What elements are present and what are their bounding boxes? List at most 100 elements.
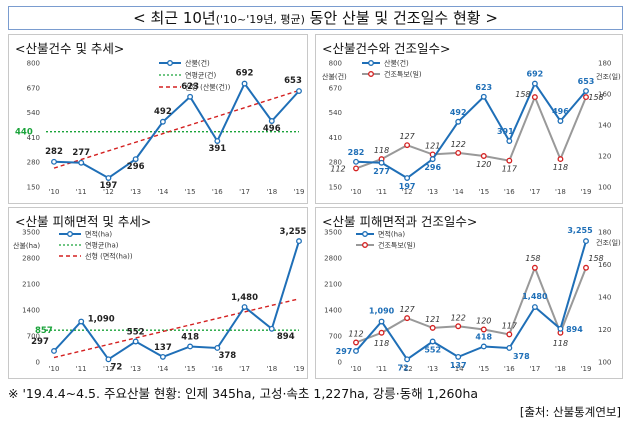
legend-label-fires: 산불(건) — [384, 59, 409, 68]
x-tick-label: '15 — [185, 365, 196, 373]
data-label: 1,480 — [231, 293, 258, 303]
data-point-dry-days — [480, 326, 487, 333]
legend-label-trend: 선형 (산불(건)) — [185, 83, 231, 92]
data-label: 418 — [181, 332, 199, 342]
y2-tick-label: 100 — [598, 184, 611, 192]
y-tick-label: 700 — [27, 333, 40, 341]
x-tick-label: '11 — [376, 365, 387, 373]
y-tick-label: 410 — [27, 134, 40, 142]
data-label-dry-days: 158 — [588, 93, 603, 102]
data-point-dry-days — [455, 323, 462, 330]
data-label-dry-days: 121 — [425, 315, 440, 324]
data-label-dry-days: 122 — [451, 313, 466, 322]
data-point-area — [268, 325, 275, 332]
x-tick-label: '10 — [351, 188, 362, 196]
data-point-fires — [531, 80, 538, 87]
y-tick-label: 800 — [27, 60, 40, 68]
x-tick-label: '14 — [453, 188, 464, 196]
trend-line — [53, 298, 300, 359]
data-label: 623 — [181, 82, 199, 92]
y-tick-label: 280 — [27, 159, 40, 167]
data-label: 72 — [111, 362, 123, 372]
data-label: 692 — [236, 69, 254, 79]
y-tick-label: 2800 — [22, 255, 40, 263]
y-tick-label: 150 — [27, 184, 40, 192]
y-tick-label: 1400 — [324, 307, 342, 315]
data-point-area — [404, 356, 411, 363]
y-tick-label: 0 — [36, 359, 40, 367]
x-tick-label: '17 — [239, 365, 250, 373]
x-tick-label: '10 — [49, 365, 60, 373]
data-label-fires: 623 — [475, 83, 492, 92]
data-label-fires: 277 — [373, 167, 390, 176]
y-tick-label: 2800 — [324, 255, 342, 263]
data-point-fires — [187, 93, 194, 100]
data-label-dry-days: 158 — [515, 90, 530, 99]
data-label: 391 — [208, 144, 226, 154]
data-label: 3,255 — [280, 227, 307, 237]
x-tick-label: '13 — [130, 188, 141, 196]
data-label-fires: 692 — [527, 70, 544, 79]
panel-area-dry-days: <산불 피해면적과 건조일수> '10 '11 '12 '13 '14 '15 '16 '17… — [315, 207, 623, 379]
data-label-dry-days: 158 — [525, 254, 540, 263]
series-line-fires — [355, 81, 587, 180]
x-tick-label: '12 — [103, 365, 114, 373]
data-point-dry-days — [583, 264, 589, 271]
y-tick-label: 2100 — [22, 281, 40, 289]
x-tick-label: '11 — [376, 188, 387, 196]
y-tick-label: 800 — [329, 60, 342, 68]
legend-label-area: 면적(ha) — [378, 230, 405, 239]
y-tick-label: 1400 — [22, 307, 40, 315]
x-tick-label: '14 — [157, 188, 168, 196]
data-label-area: 1,090 — [369, 307, 395, 316]
data-label-area: 297 — [336, 347, 353, 356]
data-label-fires: 492 — [450, 108, 467, 117]
data-point-fires — [268, 118, 275, 124]
x-tick-label: '16 — [212, 365, 223, 373]
data-point-area — [480, 343, 487, 350]
x-tick-label: '17 — [239, 188, 250, 196]
data-label: 496 — [263, 124, 281, 134]
x-tick-label: '16 — [504, 188, 515, 196]
series-line-dry-days — [355, 265, 587, 344]
data-point-area — [531, 304, 538, 310]
y2-tick-label: 140 — [598, 294, 611, 302]
x-tick-label: '12 — [402, 188, 413, 196]
legend-label-dry-days: 건조특보(일) — [384, 70, 422, 79]
x-tick-label: '13 — [427, 188, 438, 196]
panel-title: <산불 피해면적과 건조일수> — [322, 214, 478, 229]
data-label-dry-days: 117 — [502, 321, 518, 330]
title-sub: ('10~'19년, 평균) — [215, 13, 305, 26]
data-point-area — [506, 345, 513, 351]
x-tick-label: '15 — [478, 188, 489, 196]
y-tick-label: 700 — [329, 333, 342, 341]
x-tick-label: '10 — [351, 365, 362, 373]
data-point-fires — [353, 158, 359, 165]
y-axis-unit-left: 산불(건) — [322, 72, 347, 81]
y2-tick-label: 180 — [598, 229, 611, 237]
data-point-fires — [480, 93, 487, 100]
data-point-dry-days — [557, 156, 564, 163]
data-point-area — [378, 318, 385, 325]
x-tick-label: '15 — [185, 188, 196, 196]
trend-line — [53, 89, 300, 169]
x-tick-label: '18 — [266, 188, 277, 196]
data-label-fires: 653 — [578, 77, 595, 86]
data-label: 296 — [127, 162, 145, 172]
x-tick-label: '19 — [581, 365, 592, 373]
data-point-area — [583, 238, 589, 245]
panel-fire-count-trend: <산불건수 및 추세> '10'11'12'13'14'15'16'17'18 '… — [8, 34, 308, 204]
x-tick-label: '18 — [555, 188, 566, 196]
data-label-fires: 296 — [424, 163, 441, 172]
data-point-dry-days — [506, 157, 513, 164]
y-tick-label: 540 — [27, 109, 40, 117]
x-tick-label: '12 — [103, 188, 114, 196]
data-label-dry-days: 118 — [374, 339, 389, 348]
data-label: 653 — [284, 76, 302, 86]
data-point-dry-days — [404, 315, 411, 322]
y-axis-unit-right: 건조(일) — [596, 72, 621, 81]
data-point-area — [105, 356, 112, 363]
data-point-area — [51, 348, 57, 354]
legend-marker-area — [362, 231, 368, 237]
chart-area-dry-days: '10 '11 '12 '13 '14 '15 '16 '17 '18 '19 0 700 1400 21… — [324, 226, 621, 373]
